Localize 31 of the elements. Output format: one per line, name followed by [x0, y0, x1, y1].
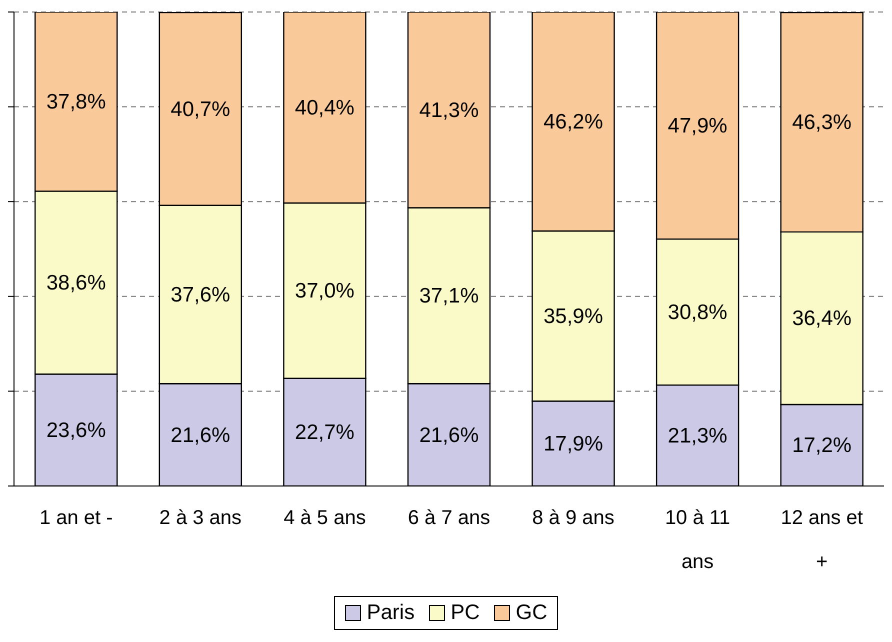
data-label: 17,2% — [792, 434, 852, 458]
legend-label: PC — [450, 601, 480, 625]
x-tick-label: 8 à 9 ans — [532, 507, 614, 529]
x-tick-label: 2 à 3 ans — [159, 507, 242, 529]
data-label: 17,9% — [544, 432, 604, 456]
data-label: 46,3% — [792, 111, 852, 134]
x-tick-label: 1 an et - — [39, 507, 113, 529]
data-label: 41,3% — [419, 98, 479, 122]
data-label: 40,4% — [294, 96, 354, 120]
data-label: 23,6% — [46, 419, 106, 442]
data-label: 36,4% — [792, 307, 852, 330]
data-label: 21,6% — [170, 424, 230, 447]
legend-label: GC — [514, 601, 548, 625]
data-label: 35,9% — [544, 305, 604, 328]
legend-label: Paris — [366, 601, 415, 625]
data-label: 47,9% — [668, 114, 728, 138]
data-label: 46,2% — [544, 110, 604, 134]
data-label: 21,6% — [419, 424, 479, 447]
data-label: 37,8% — [46, 90, 106, 114]
data-label: 38,6% — [46, 272, 106, 295]
data-label: 30,8% — [668, 301, 728, 324]
data-label: 37,0% — [294, 280, 354, 303]
data-label: 37,6% — [170, 284, 230, 307]
data-label: 21,3% — [668, 424, 728, 448]
x-tick-label: 6 à 7 ans — [408, 507, 490, 529]
x-tick-label: 12 ans et + — [780, 507, 864, 573]
data-label: 40,7% — [170, 98, 230, 121]
x-tick-label: 10 à 11 ans — [664, 507, 730, 573]
data-label: 37,1% — [419, 284, 479, 308]
data-label: 22,7% — [294, 421, 354, 444]
x-tick-label: 4 à 5 ans — [284, 507, 366, 529]
